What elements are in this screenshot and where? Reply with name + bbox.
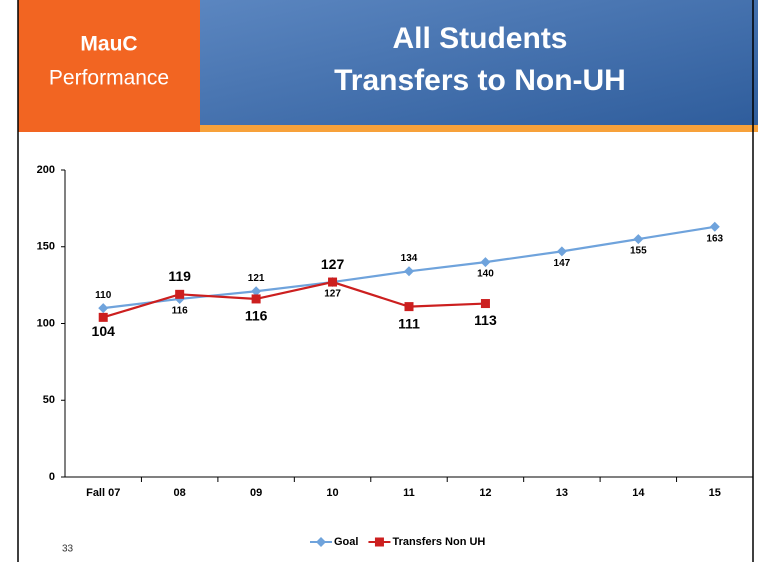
org-subtitle: Performance	[49, 67, 169, 90]
x-tick-label: 14	[632, 487, 645, 499]
org-name: MauC	[80, 33, 137, 56]
marker	[404, 302, 414, 312]
data-label: 140	[477, 269, 494, 280]
data-label: 147	[554, 258, 571, 269]
data-label: 110	[95, 290, 112, 301]
y-tick-label: 100	[37, 317, 55, 329]
x-tick-label: 10	[326, 487, 338, 499]
org-box	[18, 0, 200, 132]
x-tick-label: 08	[174, 487, 186, 499]
marker	[480, 257, 491, 268]
title: Transfers to Non-UH	[334, 64, 626, 97]
data-label: 127	[321, 256, 345, 272]
marker	[709, 221, 720, 232]
data-label: 155	[630, 246, 647, 257]
data-label: 127	[324, 289, 341, 300]
y-tick-label: 0	[49, 471, 55, 483]
legend-label: Goal	[334, 536, 358, 548]
data-label: 119	[168, 268, 191, 284]
marker	[98, 312, 108, 322]
data-label: 116	[245, 308, 268, 324]
data-label: 163	[706, 233, 723, 244]
legend-label: Transfers Non UH	[392, 536, 485, 548]
y-tick-label: 200	[37, 164, 55, 176]
y-tick-label: 50	[43, 394, 55, 406]
marker	[175, 289, 185, 299]
marker	[404, 266, 414, 277]
marker	[328, 277, 338, 287]
x-tick-label: 13	[556, 487, 568, 499]
marker	[316, 537, 326, 547]
slide-number: 33	[62, 544, 74, 555]
marker	[556, 246, 567, 257]
data-label: 121	[248, 273, 265, 284]
x-tick-label: 15	[709, 487, 721, 499]
data-label: 116	[172, 306, 189, 317]
marker	[251, 286, 262, 297]
x-tick-label: Fall 07	[86, 487, 120, 499]
data-label: 111	[398, 315, 420, 331]
marker	[251, 294, 261, 304]
y-tick-label: 150	[37, 241, 55, 253]
marker	[374, 537, 384, 547]
title: All Students	[392, 22, 567, 55]
marker	[633, 234, 644, 245]
marker	[98, 303, 109, 314]
data-label: 134	[401, 253, 418, 264]
data-label: 104	[92, 323, 116, 339]
title-banner	[200, 0, 758, 125]
banner-stripe	[200, 125, 758, 132]
series-line	[102, 280, 486, 319]
x-tick-label: 12	[479, 487, 491, 499]
marker	[480, 299, 490, 309]
x-tick-label: 09	[250, 487, 262, 499]
data-label: 113	[474, 312, 497, 328]
x-tick-label: 11	[403, 487, 415, 499]
